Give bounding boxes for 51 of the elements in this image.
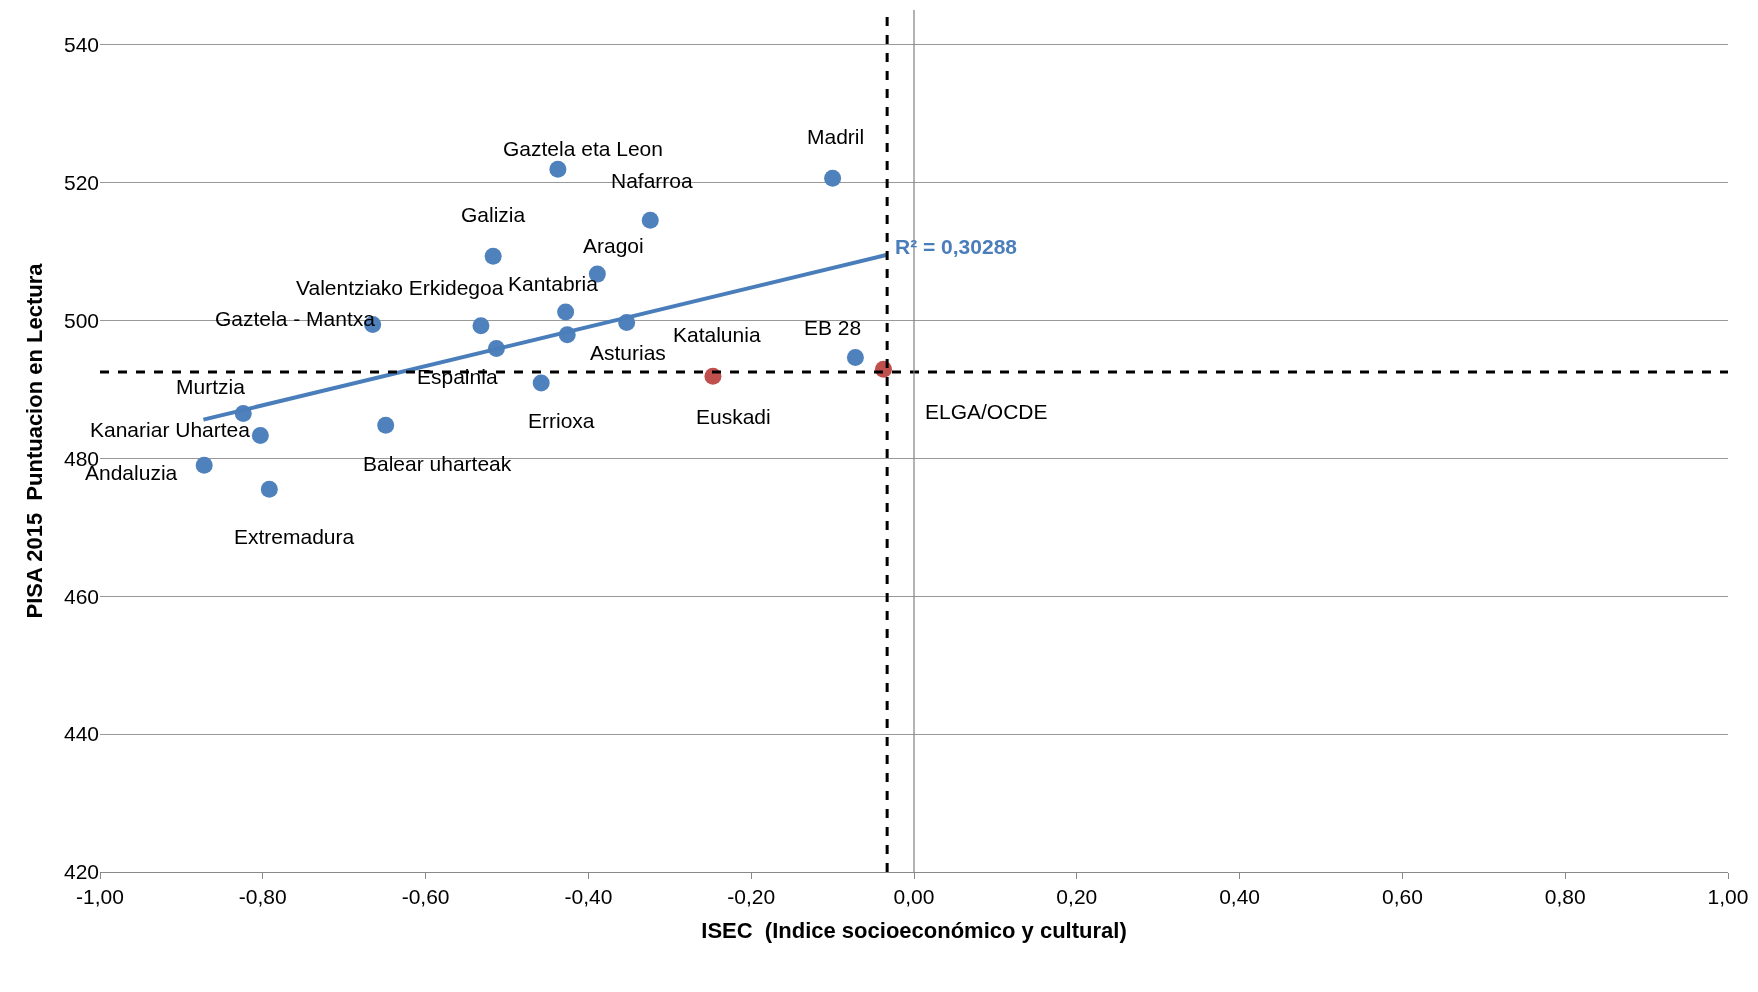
point [824,169,842,187]
annotation: Asturias [590,341,666,364]
x-tick-label: 0,20 [1056,885,1098,909]
annotation: Kanariar Uhartea [90,418,251,441]
point [557,303,575,321]
y-tick-label: 440 [63,722,99,746]
annotation: ELGA/OCDE [925,400,1048,423]
y-axis-title: PISA 2015 Puntuacion en Lectura [21,262,47,619]
annotation: Nafarroa [611,169,694,192]
y-tick-label: 460 [63,584,99,608]
point [251,426,269,444]
point [532,374,550,392]
x-tick-label: 0,40 [1219,885,1261,909]
y-tick-label: 520 [63,170,99,194]
x-tick-label: -0,80 [238,885,287,909]
annotation: Kantabria [508,272,599,295]
point [484,247,502,265]
annotation: Balear uharteak [363,452,512,475]
point [472,317,490,335]
annotation: Katalunia [673,323,761,346]
x-tick-label: 0,00 [893,885,935,909]
point [641,211,659,229]
annotation: Extremadura [234,525,355,548]
point [377,416,395,434]
annotation: Errioxa [528,409,595,432]
y-tick-label: 540 [63,32,99,56]
annotation: Gaztela - Mantxa [215,307,376,330]
x-tick-label: -0,60 [401,885,450,909]
annotation: Galizia [461,203,526,226]
x-tick-label: -0,40 [564,885,613,909]
annotation: Gaztela eta Leon [503,137,663,160]
annotation: Murtzia [176,375,246,398]
point [846,349,864,367]
point [549,160,567,178]
y-tick-label: 420 [63,860,99,884]
x-axis-title: ISEC (Indice socioeconómico y cultural) [701,918,1127,944]
annotation: Espainia [417,365,498,388]
point [260,480,278,498]
x-tick-label: -0,20 [727,885,776,909]
x-tick-label: 1,00 [1707,885,1749,909]
annotation: Valentziako Erkidegoa [296,276,504,299]
y-tick-label: 500 [63,308,99,332]
x-tick-label: -1,00 [76,885,124,909]
annotation: Aragoi [583,234,644,257]
x-tick-label: 0,80 [1544,885,1586,909]
annotation: Madril [807,125,865,148]
annotation: R² = 0,30288 [895,235,1018,258]
point [195,456,213,474]
x-tick-label: 0,60 [1381,885,1423,909]
annotation: EB 28 [804,316,862,339]
annotation: Euskadi [696,405,771,428]
